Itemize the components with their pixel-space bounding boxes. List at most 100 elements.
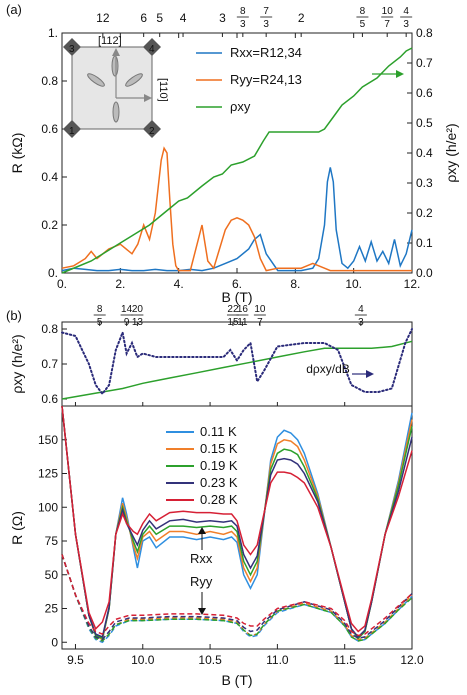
svg-text:4: 4: [149, 44, 155, 55]
a-filling-factor-denominator: 3: [263, 19, 269, 30]
panel-a-y-left-label: R (kΩ): [9, 133, 25, 174]
a-y-right-tick-label: 0.1: [416, 236, 433, 250]
b-filling-factor-numerator: 16: [237, 304, 249, 315]
c-y-tick-label: 25: [45, 602, 59, 616]
ryy-line: [61, 554, 413, 644]
a-y-right-tick-label: 0.8: [416, 26, 433, 40]
right-axis-arrow: [372, 70, 404, 78]
a-filling-factor-numerator: 8: [360, 6, 366, 17]
inset-contact-2: 2: [143, 120, 161, 138]
panel-a-axes: 0. 2. 4. 6. 8. 10. 12. 0. 0.2 0.4 0.6 0.8 1. 0.0 0.1 0.…: [41, 26, 433, 291]
panel-b-bottom-x-label: B (T): [221, 672, 252, 688]
a-x-tick-label: 10.: [345, 277, 362, 291]
b-y-tick-label: 0.6: [41, 392, 58, 406]
a-filling-factor: 73: [260, 6, 273, 30]
a-series-line: [61, 146, 412, 272]
inset-direction-110: [110]: [157, 78, 169, 102]
c-y-tick-label: 0: [51, 635, 58, 649]
svg-text:2: 2: [149, 126, 155, 137]
temp-legend-label: 0.11 K: [200, 424, 237, 439]
a-y-right-tick-label: 0.0: [416, 266, 433, 280]
a-y-left-tick-label: 0.: [48, 266, 58, 280]
panel-b-bottom-y-label: R (Ω): [9, 511, 25, 545]
a-y-left-tick-label: 0.2: [41, 218, 58, 232]
inset-arrow-right-head: [144, 94, 152, 102]
c-x-tick-label: 12.0: [400, 653, 424, 667]
a-y-left-tick-label: 1.: [48, 26, 58, 40]
inset-sample-schematic: 3 4 1 2 [112] [110]: [63, 35, 169, 138]
inset-contact-4: 4: [143, 38, 161, 56]
a-filling-factor: 2: [298, 11, 305, 25]
ryy-annotation: Ryy: [190, 574, 213, 615]
derivative-annotation: dρxy/dB: [306, 362, 374, 378]
inset-ellipse-right: [125, 73, 143, 87]
svg-text:3: 3: [69, 44, 75, 55]
a-filling-factor: 12: [96, 11, 110, 25]
panel-a-label: (a): [6, 2, 22, 17]
ryy-line: [61, 554, 413, 641]
panel-b-bottom-series: [61, 405, 413, 644]
c-y-tick-label: 50: [45, 568, 59, 582]
panel-a-y-right-label: ρxy (h/e²): [443, 123, 459, 182]
a-filling-factor-denominator: 3: [403, 19, 409, 30]
b-series-line: [61, 328, 413, 396]
a-filling-factor-denominator: 7: [384, 19, 390, 30]
a-x-tick-label: 6.: [232, 277, 242, 291]
panel-a: (a) 0. 2. 4. 6. 8. 10. 12.0.0.20.40.60.81.0.00…: [6, 2, 459, 305]
c-x-tick-label: 11.5: [333, 653, 356, 667]
ryy-arrow-head: [198, 608, 206, 615]
inset-direction-112: [112]: [98, 35, 122, 47]
inset-ellipse-top: [111, 55, 119, 77]
rxx-line: [61, 405, 413, 633]
b-filling-factor-numerator: 8: [97, 304, 103, 315]
panel-b-top-axes: 0.6 0.7 0.8: [41, 322, 346, 406]
b-series-line: [61, 340, 413, 400]
inset-contact-1: 1: [63, 120, 81, 138]
a-y-right-tick-label: 0.2: [416, 206, 433, 220]
a-x-tick-label: 8.: [290, 277, 300, 291]
panel-a-legend: Rxx=R12,34 Ryy=R24,13 ρxy: [196, 45, 302, 114]
a-filling-factor-denominator: 3: [240, 19, 246, 30]
a-filling-factor: 5: [156, 11, 163, 25]
rxx-label: Rxx: [190, 551, 213, 566]
a-filling-factor: 83: [236, 6, 249, 30]
panel-b-label: (b): [6, 308, 22, 323]
b-filling-factor-numerator: 20: [132, 304, 144, 315]
a-y-left-tick-label: 0.8: [41, 74, 58, 88]
a-y-left-tick-label: 0.6: [41, 122, 58, 136]
a-series-line: [61, 47, 413, 274]
c-y-tick-label: 125: [38, 467, 58, 481]
ryy-line: [61, 554, 413, 642]
a-filling-factor-text: 4: [180, 11, 187, 25]
panel-b-top-frame: [61, 321, 413, 407]
a-x-tick-label: 0.: [57, 277, 67, 291]
a-filling-factor-text: 12: [96, 11, 110, 25]
ryy-line: [61, 554, 413, 637]
a-filling-factor: 43: [400, 6, 413, 30]
inset-square: [71, 46, 153, 130]
a-y-right-tick-label: 0.6: [416, 86, 433, 100]
a-filling-factor-numerator: 7: [263, 6, 269, 17]
b-y-tick-label: 0.8: [41, 322, 58, 336]
inset-ellipse-bottom: [112, 101, 120, 123]
legend-rhoxy-label: ρxy: [230, 99, 251, 114]
panel-b-filling-factors: 8514920132215161110743: [93, 304, 367, 328]
inset-arrow-up-head: [112, 48, 120, 56]
panel-b-bottom-axes: 9.5 10.0 10.5 11.0 11.5 12.0 0 25 50 75 100 125 150: [38, 433, 424, 667]
b-filling-factor-numerator: 22: [227, 304, 239, 315]
c-x-tick-label: 9.5: [67, 653, 84, 667]
panel-b-top-series: [61, 328, 413, 400]
a-filling-factor-numerator: 4: [403, 6, 409, 17]
legend-rxx-label: Rxx=R12,34: [230, 45, 302, 60]
svg-text:1: 1: [69, 126, 75, 137]
panel-b-top-y-label: ρxy (h/e²): [9, 334, 25, 393]
panel-b-top: (b) 0.6 0.7 0.8 8514920132215161110743 dρx…: [6, 304, 413, 407]
temp-legend-label: 0.28 K: [200, 492, 238, 507]
panel-a-x-label: B (T): [221, 289, 252, 305]
inset-contact-3: 3: [63, 38, 81, 56]
derivative-arrow-head: [366, 370, 374, 378]
b-filling-factor-numerator: 4: [358, 304, 364, 315]
a-filling-factor: 3: [219, 11, 226, 25]
